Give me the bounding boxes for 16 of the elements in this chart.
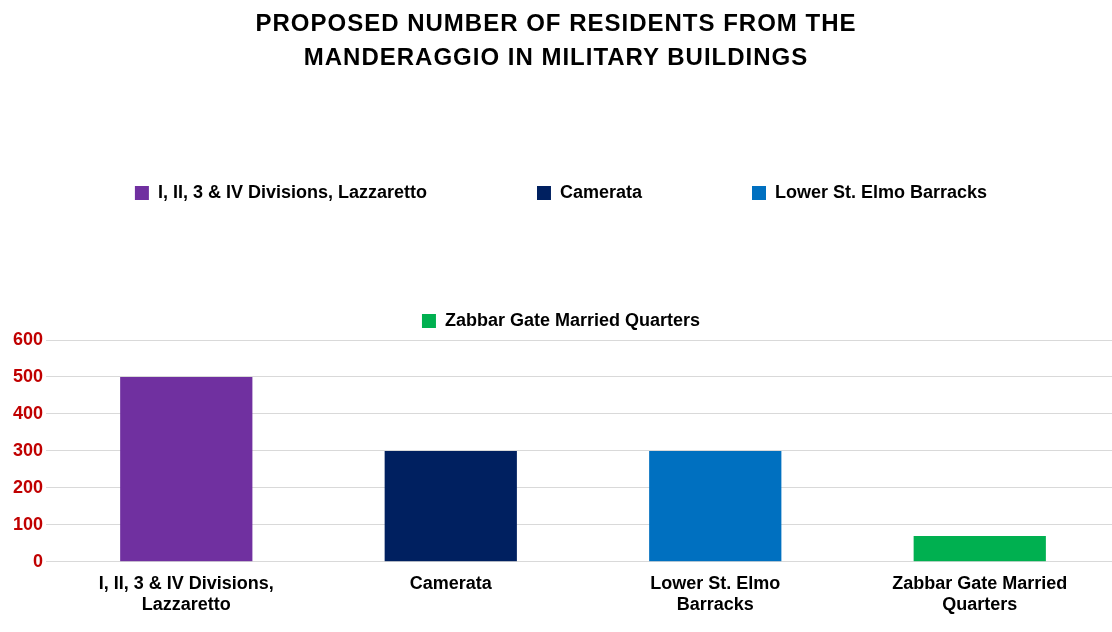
chart-title: PROPOSED NUMBER OF RESIDENTS FROM THE MANDERAGGIO IN MILITARY BUILDINGS xyxy=(254,8,858,72)
y-tick-label: 200 xyxy=(12,476,44,497)
x-tick-label: Camerata xyxy=(409,572,493,593)
x-tick-label: I, II, 3 & IV Divisions, Lazzaretto xyxy=(98,572,274,615)
legend-label: I, II, 3 & IV Divisions, Lazzaretto xyxy=(157,181,427,202)
y-tick-label: 0 xyxy=(33,550,44,571)
legend-label: Camerata xyxy=(559,181,644,202)
y-tick-label: 300 xyxy=(12,439,44,460)
y-tick-label: 600 xyxy=(12,328,44,349)
y-tick-label: 400 xyxy=(12,402,44,423)
x-tick-label: Lower St. Elmo Barracks xyxy=(650,572,781,615)
y-tick-label: 100 xyxy=(12,513,44,534)
legend-label: Lower St. Elmo Barracks xyxy=(775,181,988,202)
x-tick-label: Zabbar Gate Married Quarters xyxy=(892,572,1068,615)
legend-label: Zabbar Gate Married Quarters xyxy=(444,309,701,330)
y-tick-label: 500 xyxy=(12,365,44,386)
